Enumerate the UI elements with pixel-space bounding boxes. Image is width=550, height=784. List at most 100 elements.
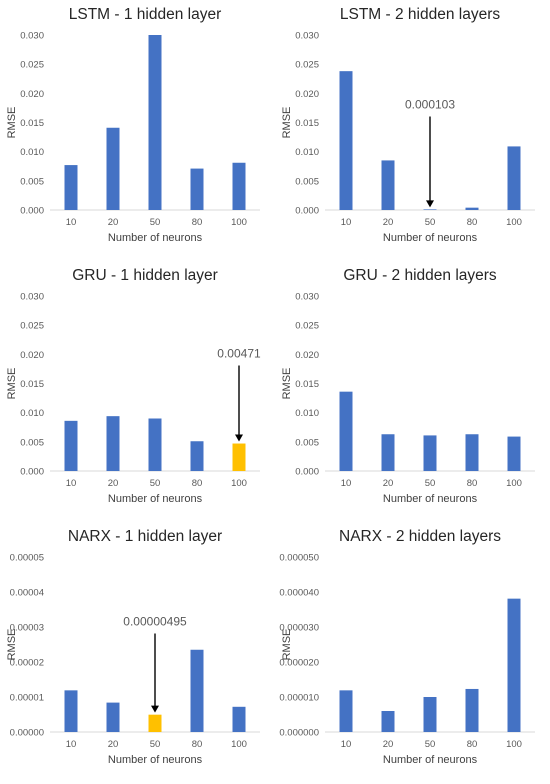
- bar: [232, 706, 246, 732]
- bar: [190, 649, 204, 732]
- chart-panel-lstm-2: LSTM - 2 hidden layers 0.000 0.005 0.010 0.0…: [275, 0, 550, 261]
- y-tick-label: 0.005: [295, 176, 319, 187]
- x-tick-label: 100: [231, 739, 247, 750]
- x-tick-label: 20: [383, 478, 394, 489]
- annotation-arrow-head: [151, 705, 159, 713]
- x-tick-label: 100: [231, 217, 247, 228]
- x-tick-label: 80: [192, 217, 203, 228]
- x-tick-label: 10: [66, 739, 77, 750]
- x-tick-label: 80: [467, 739, 478, 750]
- chart-panel-narx-1: NARX - 1 hidden layer 0.00000 0.00001 0.000…: [0, 522, 275, 783]
- x-axis-label: Number of neurons: [108, 232, 203, 244]
- y-tick-label: 0.005: [20, 176, 44, 187]
- y-tick-label: 0.00002: [10, 658, 44, 669]
- y-tick-label: 0.00003: [10, 623, 44, 634]
- y-axis-label: RMSE: [6, 368, 18, 400]
- y-tick-label: 0.000030: [279, 623, 319, 634]
- y-tick-label: 0.015: [20, 379, 44, 390]
- y-tick-label: 0.015: [20, 118, 44, 129]
- bar: [381, 160, 395, 210]
- y-tick-label: 0.030: [295, 292, 319, 303]
- y-axis-label: RMSE: [6, 107, 18, 139]
- x-axis-label: Number of neurons: [383, 232, 478, 244]
- annotation-arrow-head: [235, 434, 243, 442]
- y-tick-label: 0.020: [295, 89, 319, 100]
- bar: [64, 420, 78, 471]
- y-axis-label: RMSE: [281, 629, 293, 661]
- bar: [64, 165, 78, 210]
- chart-svg: LSTM - 1 hidden layer 0.000 0.005 0.010 0.01…: [6, 6, 260, 244]
- y-tick-label: 0.010: [20, 147, 44, 158]
- chart-title: NARX - 2 hidden layers: [339, 528, 501, 545]
- y-tick-label: 0.005: [295, 437, 319, 448]
- x-axis-label: Number of neurons: [108, 754, 203, 766]
- x-tick-label: 100: [506, 217, 522, 228]
- y-axis-label: RMSE: [281, 368, 293, 400]
- y-tick-label: 0.030: [295, 31, 319, 42]
- chart-title: GRU - 2 hidden layers: [343, 267, 497, 284]
- x-axis-label: Number of neurons: [108, 493, 203, 505]
- y-tick-label: 0.00001: [10, 693, 44, 704]
- y-tick-label: 0.00000: [10, 728, 44, 739]
- chart-panel-lstm-1: LSTM - 1 hidden layer 0.000 0.005 0.010 0.01…: [0, 0, 275, 261]
- y-tick-label: 0.000050: [279, 553, 319, 564]
- x-tick-label: 50: [150, 739, 161, 750]
- chart-svg: GRU - 2 hidden layers 0.000 0.005 0.010 0.01…: [281, 267, 535, 505]
- y-tick-label: 0.000040: [279, 588, 319, 599]
- x-tick-label: 100: [231, 478, 247, 489]
- x-axis-label: Number of neurons: [383, 493, 478, 505]
- bar: [507, 146, 521, 210]
- x-tick-label: 50: [150, 217, 161, 228]
- x-tick-label: 10: [341, 739, 352, 750]
- x-tick-label: 80: [467, 478, 478, 489]
- chart-svg: NARX - 1 hidden layer 0.00000 0.00001 0.000…: [6, 528, 260, 766]
- x-tick-label: 80: [467, 217, 478, 228]
- bar: [148, 35, 162, 210]
- annotation-label: 0.000103: [405, 98, 455, 112]
- y-tick-label: 0.030: [20, 31, 44, 42]
- x-tick-label: 10: [341, 217, 352, 228]
- y-axis-label: RMSE: [281, 107, 293, 139]
- y-tick-label: 0.020: [295, 350, 319, 361]
- y-tick-label: 0.025: [20, 321, 44, 332]
- y-tick-label: 0.00004: [10, 588, 44, 599]
- y-tick-label: 0.010: [295, 147, 319, 158]
- bar: [507, 598, 521, 732]
- x-tick-label: 20: [108, 217, 119, 228]
- bar: [106, 416, 120, 471]
- bar: [465, 207, 479, 210]
- y-tick-label: 0.000020: [279, 658, 319, 669]
- bar: [381, 434, 395, 471]
- bar: [423, 435, 437, 471]
- y-tick-label: 0.000010: [279, 693, 319, 704]
- y-tick-label: 0.000000: [279, 728, 319, 739]
- chart-panel-gru-1: GRU - 1 hidden layer 0.000 0.005 0.010 0.015…: [0, 261, 275, 522]
- bar: [148, 714, 162, 732]
- x-axis-label: Number of neurons: [383, 754, 478, 766]
- bar: [148, 418, 162, 471]
- chart-svg: LSTM - 2 hidden layers 0.000 0.005 0.010 0.0…: [281, 6, 535, 244]
- chart-svg: GRU - 1 hidden layer 0.000 0.005 0.010 0.015…: [6, 267, 261, 505]
- y-tick-label: 0.025: [295, 321, 319, 332]
- x-tick-label: 80: [192, 739, 203, 750]
- y-tick-label: 0.015: [295, 379, 319, 390]
- x-tick-label: 20: [383, 217, 394, 228]
- y-tick-label: 0.030: [20, 292, 44, 303]
- x-tick-label: 50: [425, 739, 436, 750]
- chart-panel-gru-2: GRU - 2 hidden layers 0.000 0.005 0.010 0.01…: [275, 261, 550, 522]
- y-tick-label: 0.025: [20, 60, 44, 71]
- bar: [339, 71, 353, 211]
- x-tick-label: 10: [66, 217, 77, 228]
- y-tick-label: 0.000: [20, 206, 44, 217]
- bar: [232, 162, 246, 210]
- y-tick-label: 0.010: [295, 408, 319, 419]
- chart-title: LSTM - 2 hidden layers: [340, 6, 500, 23]
- y-tick-label: 0.000: [295, 467, 319, 478]
- x-tick-label: 80: [192, 478, 203, 489]
- x-tick-label: 10: [66, 478, 77, 489]
- y-tick-label: 0.020: [20, 89, 44, 100]
- bar: [381, 711, 395, 732]
- bar: [339, 690, 353, 732]
- y-tick-label: 0.015: [295, 118, 319, 129]
- y-tick-label: 0.000: [20, 467, 44, 478]
